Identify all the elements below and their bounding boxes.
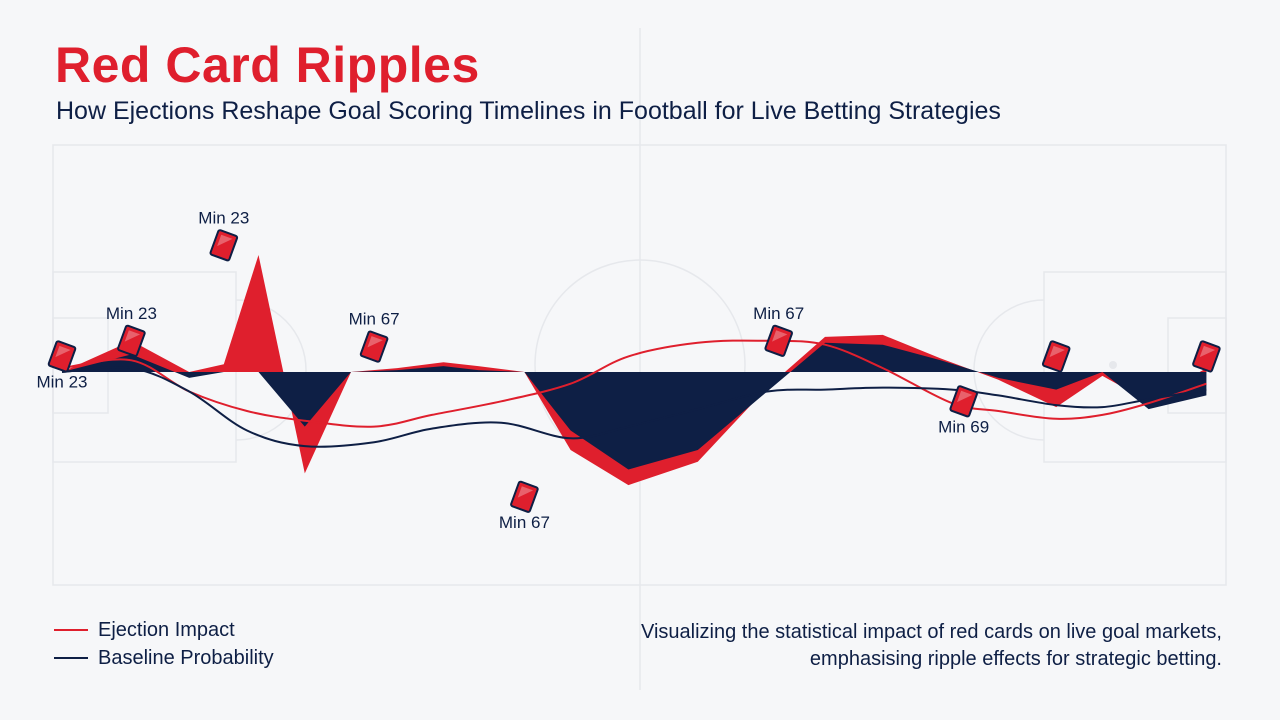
chart-areas	[62, 255, 1207, 486]
red-card-marker	[117, 324, 146, 357]
red-card-marker	[47, 340, 77, 373]
red-card-marker	[1192, 340, 1221, 373]
chart-subtitle: How Ejections Reshape Goal Scoring Timel…	[56, 97, 1001, 125]
red-card-shine	[957, 390, 973, 403]
chart-caption: Visualizing the statistical impact of re…	[640, 621, 1222, 670]
red-card-marker	[359, 330, 389, 363]
marker-label: Min 67	[349, 310, 400, 329]
chart-title: Red Card Ripples	[55, 37, 480, 93]
goal-box-right	[1167, 317, 1227, 414]
marker-label: Min 23	[36, 372, 87, 391]
chart-markers: Min 23 Min 23 Min 23 Min 67 Min 67 Min 67 Min …	[36, 208, 1221, 532]
red-card-shine	[517, 486, 534, 498]
red-card-marker	[764, 324, 793, 357]
red-card-icon	[949, 385, 978, 418]
legend-item-ejection: Ejection Impact	[54, 616, 274, 644]
red-card-icon	[510, 480, 539, 513]
baseline-probability-line	[61, 366, 1207, 448]
legend-item-baseline: Baseline Probability	[54, 644, 274, 672]
baseline-probability-area	[62, 342, 1207, 470]
red-card-shine	[1199, 345, 1216, 358]
legend-label: Ejection Impact	[98, 618, 235, 641]
red-card-icon	[359, 330, 389, 363]
red-card-icon	[1192, 340, 1221, 373]
red-card-marker	[949, 385, 978, 418]
legend-label: Baseline Probability	[98, 646, 274, 669]
red-card-icon	[47, 340, 77, 373]
marker-label: Min 67	[499, 513, 550, 532]
red-card-marker	[510, 480, 539, 513]
marker-label: Min 23	[106, 304, 157, 323]
red-card-shine	[124, 330, 141, 342]
legend-swatch-baseline	[54, 656, 88, 660]
red-card-shine	[772, 330, 788, 342]
ejection-impact-line	[61, 339, 1207, 428]
marker-label: Min 67	[753, 304, 804, 323]
red-card-marker	[209, 229, 239, 262]
red-card-icon	[117, 324, 146, 357]
penalty-arc-right	[973, 299, 1045, 441]
red-card-shine	[367, 336, 383, 348]
red-card-icon	[209, 229, 239, 262]
red-card-shine	[1049, 345, 1065, 358]
red-card-icon	[1041, 340, 1071, 373]
chart-lines	[61, 339, 1207, 448]
marker-label: Min 69	[938, 417, 989, 436]
red-card-marker	[1041, 340, 1071, 373]
penalty-spot	[1109, 361, 1117, 369]
chart-legend: Ejection Impact Baseline Probability	[54, 616, 274, 672]
red-card-icon	[764, 324, 793, 357]
red-card-shine	[217, 234, 233, 247]
red-card-shine	[55, 345, 71, 358]
marker-label: Min 23	[198, 208, 249, 227]
legend-swatch-ejection	[54, 628, 88, 632]
